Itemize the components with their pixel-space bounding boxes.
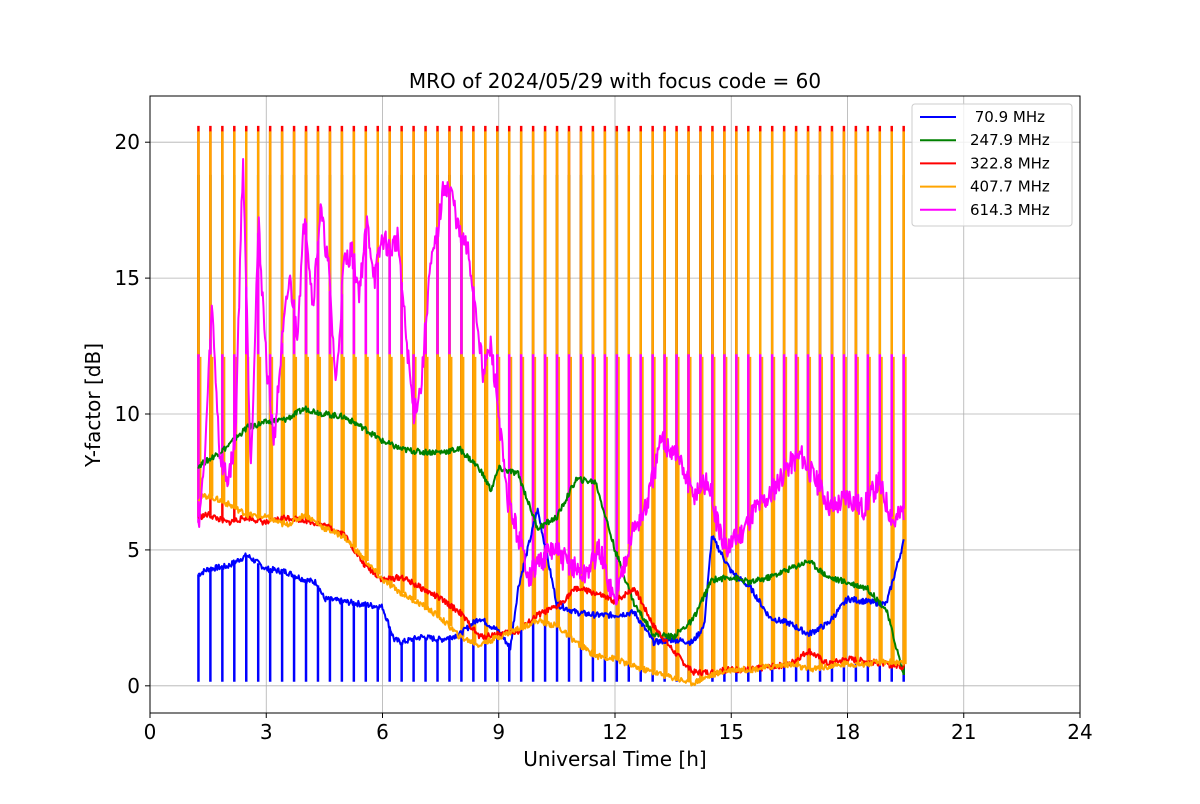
y-tick-label: 5 xyxy=(127,538,140,562)
x-tick-label: 18 xyxy=(835,720,860,744)
legend: 70.9 MHz 247.9 MHz 322.8 MHz 407.7 MHz 614.3… xyxy=(911,103,1073,227)
y-tick-label: 20 xyxy=(115,130,140,154)
spike-group-3 xyxy=(197,131,907,682)
calibration-spike-layer xyxy=(197,125,907,682)
y-tick-label: 15 xyxy=(115,266,140,290)
x-tick-label: 24 xyxy=(1067,720,1092,744)
legend-label: 614.3 MHz xyxy=(970,201,1050,219)
spike-group-4 xyxy=(197,191,905,597)
y-tick-label: 10 xyxy=(115,402,140,426)
y-axis-label: Y-factor [dB] xyxy=(81,343,105,468)
x-tick-label: 3 xyxy=(260,720,273,744)
series-layer xyxy=(197,158,905,687)
chart-title: MRO of 2024/05/29 with focus code = 60 xyxy=(409,69,821,93)
legend-entries: 70.9 MHz 247.9 MHz 322.8 MHz 407.7 MHz 614.3… xyxy=(920,108,1050,219)
legend-label: 70.9 MHz xyxy=(970,108,1045,126)
y-tick-label: 0 xyxy=(127,674,140,698)
x-tick-label: 0 xyxy=(144,720,157,744)
x-tick-label: 15 xyxy=(719,720,744,744)
x-axis-label: Universal Time [h] xyxy=(523,747,706,771)
x-tick-label: 9 xyxy=(492,720,505,744)
series-line-4 xyxy=(197,158,905,606)
legend-label: 247.9 MHz xyxy=(970,131,1050,149)
series-line-0 xyxy=(197,507,905,651)
legend-label: 322.8 MHz xyxy=(970,154,1050,172)
tick-layer: 0 3 6 9 12 15 18 21 24 0 5 10 15 20 xyxy=(115,130,1093,744)
x-tick-label: 12 xyxy=(602,720,627,744)
legend-frame xyxy=(911,103,1073,227)
series-line-1 xyxy=(197,405,905,675)
legend-label: 407.7 MHz xyxy=(970,178,1050,196)
series-line-3 xyxy=(197,493,905,687)
x-tick-label: 6 xyxy=(376,720,389,744)
x-tick-label: 21 xyxy=(951,720,976,744)
